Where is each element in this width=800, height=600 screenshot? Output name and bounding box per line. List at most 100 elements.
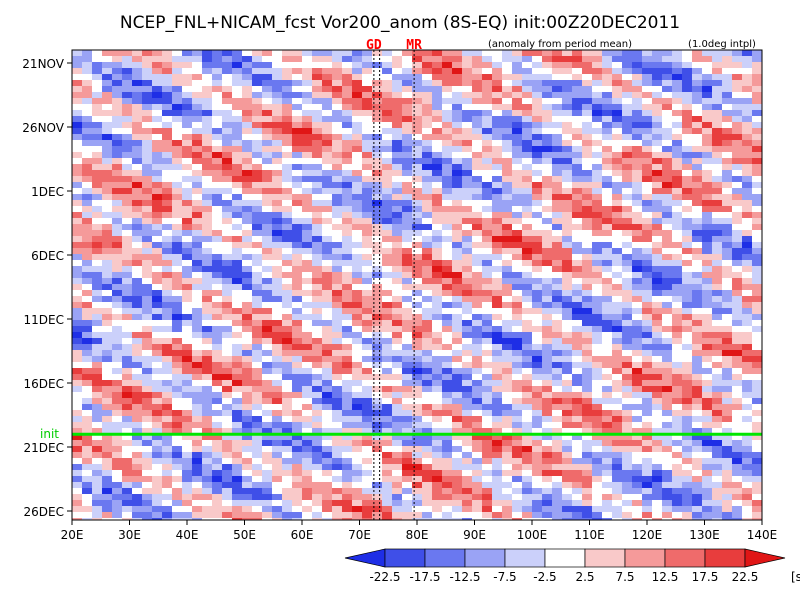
field-cell [132,392,143,399]
field-cell [692,266,703,273]
field-cell [652,272,663,279]
field-cell [702,176,713,183]
field-cell [342,272,353,279]
field-cell [252,206,263,213]
field-cell [412,104,423,111]
field-cell [752,338,762,345]
field-cell [662,104,673,111]
field-cell [462,284,473,291]
field-cell [752,476,762,483]
field-cell [382,308,393,315]
field-cell [232,356,243,363]
field-cell [472,464,483,471]
field-cell [632,74,643,81]
field-cell [342,260,353,267]
field-cell [192,284,203,291]
field-cell [202,464,213,471]
field-cell [72,68,83,75]
field-cell [122,116,133,123]
field-cell [512,188,523,195]
field-cell [142,464,153,471]
field-cell [452,476,463,483]
field-cell [312,266,323,273]
field-cell [282,122,293,129]
field-cell [72,122,83,129]
field-cell [102,446,113,453]
field-cell [322,266,333,273]
field-cell [92,458,103,465]
field-cell [722,146,733,153]
field-cell [242,158,253,165]
field-cell [502,458,513,465]
field-cell [642,80,653,87]
field-cell [412,338,423,345]
field-cell [272,428,283,435]
field-cell [292,134,303,141]
field-cell [132,296,143,303]
field-cell [742,356,753,363]
field-cell [552,422,563,429]
field-cell [382,452,393,459]
field-cell [222,386,233,393]
field-cell [562,476,573,483]
field-cell [392,200,403,207]
field-cell [682,236,693,243]
field-cell [502,410,513,417]
field-cell [672,464,683,471]
field-cell [192,410,203,417]
field-cell [132,56,143,63]
field-cell [602,440,613,447]
field-cell [472,446,483,453]
field-cell [292,62,303,69]
field-cell [522,380,533,387]
field-cell [622,110,633,117]
field-cell [432,404,443,411]
field-cell [442,170,453,177]
field-cell [202,260,213,267]
field-cell [432,362,443,369]
field-cell [312,356,323,363]
field-cell [702,416,713,423]
field-cell [532,236,543,243]
field-cell [382,92,393,99]
field-cell [142,332,153,339]
field-cell [492,434,503,441]
field-cell [652,74,663,81]
field-cell [402,242,413,249]
field-cell [582,92,593,99]
field-cell [632,308,643,315]
field-cell [672,368,683,375]
field-cell [442,218,453,225]
field-cell [202,266,213,273]
field-cell [282,170,293,177]
field-cell [382,338,393,345]
field-cell [172,254,183,261]
field-cell [392,356,403,363]
field-cell [672,416,683,423]
field-cell [262,104,273,111]
field-cell [632,386,643,393]
field-cell [702,404,713,411]
field-cell [592,146,603,153]
field-cell [532,308,543,315]
field-cell [122,176,133,183]
field-cell [392,470,403,477]
field-cell [462,380,473,387]
field-cell [672,230,683,237]
field-cell [592,182,603,189]
field-cell [722,242,733,249]
field-cell [132,338,143,345]
field-cell [572,86,583,93]
field-cell [592,236,603,243]
field-cell [232,302,243,309]
field-cell [512,278,523,285]
field-cell [662,464,673,471]
field-cell [182,50,193,57]
field-cell [292,428,303,435]
field-cell [202,278,213,285]
field-cell [312,476,323,483]
field-cell [492,194,503,201]
field-cell [362,398,373,405]
field-cell [742,476,753,483]
field-cell [632,458,643,465]
